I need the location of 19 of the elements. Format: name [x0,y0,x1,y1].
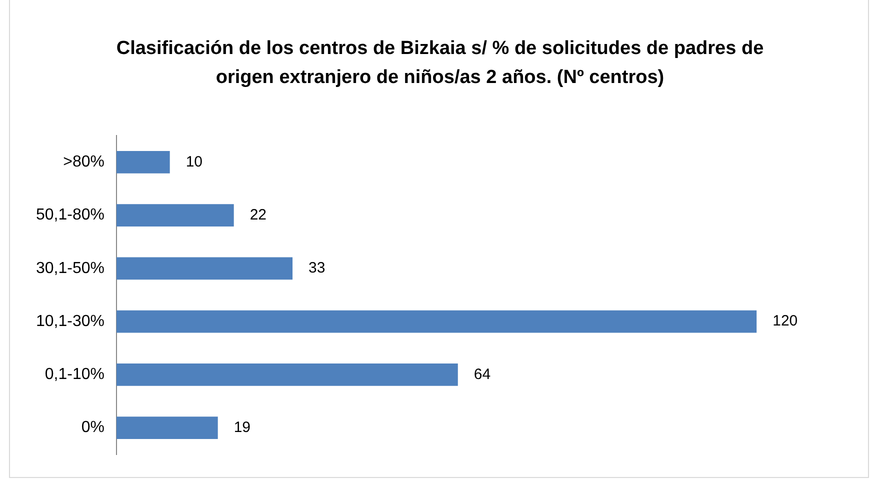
data-label: 19 [234,418,251,436]
y-tick-label: 10,1-30% [36,312,104,330]
bar [116,204,234,226]
y-tick-label: 50,1-80% [36,206,104,224]
y-tick-label: 0,1-10% [44,366,104,384]
data-label: 33 [308,260,326,277]
bar [116,257,293,280]
data-label: 120 [772,312,798,330]
data-label: 22 [250,206,267,224]
chart-title: Clasificación de los centros de Bizkaia s/ % de solicitudes de padres de origen extranjero de niños/as 2 años. (Nº centros) [115,37,765,90]
data-label: 10 [186,153,203,170]
y-tick-label: 0% [81,419,104,436]
y-tick-label: >80% [63,154,104,171]
bar [116,310,757,333]
bar [116,151,170,174]
data-label: 64 [474,366,491,383]
y-tick-label: 30,1-50% [36,260,104,277]
bar [116,364,458,386]
bar [116,416,218,439]
